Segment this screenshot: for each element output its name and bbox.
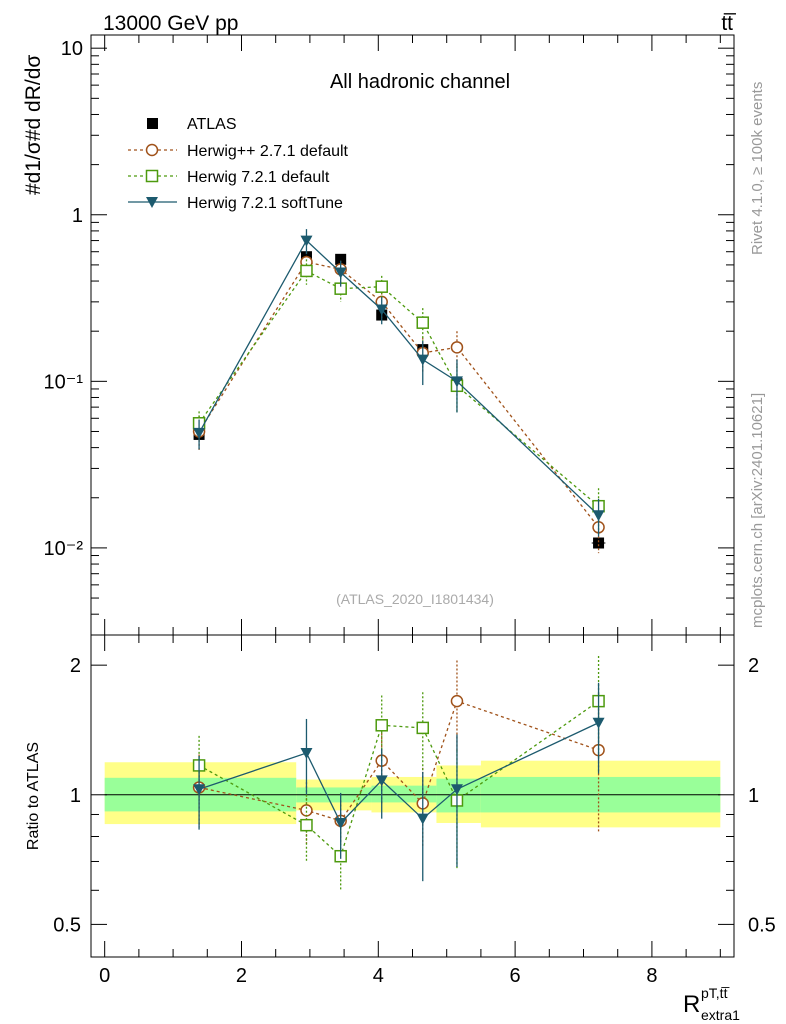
energy-label: 13000 GeV pp — [103, 12, 238, 35]
y-tick-label: 10 — [61, 38, 83, 60]
series-herwig-7-2-1-softtune — [193, 229, 605, 537]
x-tick-label: 4 — [373, 965, 384, 987]
main-x-ticks — [104, 35, 721, 635]
ratio-x-ticks: 0 2 4 6 8 — [99, 635, 721, 987]
main-plot-panel: All hadronic channel (ATLAS_2020_I180143… — [22, 34, 735, 636]
legend-item-herwig7-default: Herwig 7.2.1 default — [128, 169, 330, 186]
x-axis-label-sub: extra1 — [701, 1007, 740, 1023]
series-atlas — [193, 251, 606, 549]
series-herwig-7-2-1-softtune — [193, 682, 605, 882]
data-point — [193, 427, 206, 439]
main-y-ticks: 10⁻² 10⁻¹ 1 10 — [44, 38, 734, 636]
chart-title: All hadronic channel — [330, 71, 510, 93]
ratio-y-tick-label-right: 1 — [748, 785, 759, 807]
square-marker-icon — [145, 169, 159, 183]
process-label: tt̅ — [721, 12, 737, 35]
data-point — [300, 818, 313, 832]
ratio-y-tick-label: 0.5 — [53, 914, 81, 936]
data-point — [416, 316, 430, 329]
y-tick-label: 10⁻¹ — [44, 371, 84, 393]
ratio-y-ticks: 0.5 0.5 1 1 2 2 — [53, 655, 776, 936]
legend-label-atlas: ATLAS — [187, 116, 237, 133]
ratio-y-tick-label-right: 2 — [748, 655, 759, 677]
series-line — [198, 239, 600, 516]
legend-label-herwig7-default: Herwig 7.2.1 default — [187, 169, 330, 186]
data-point — [450, 341, 464, 354]
series-herwig-7-2-1-default — [192, 259, 605, 531]
series-herwig-2-7-1-default — [192, 251, 605, 554]
atlas-marker-icon — [147, 118, 158, 129]
series-line — [198, 270, 599, 507]
main-y-axis-label: #d1/σ#d dR/dσ — [22, 55, 45, 195]
data-point — [375, 775, 388, 787]
x-tick-label: 2 — [236, 965, 247, 987]
data-point — [592, 510, 605, 522]
data-point — [416, 354, 429, 366]
data-point — [450, 376, 463, 388]
x-axis-label-sup: pT,tt̅ — [701, 985, 730, 1001]
circle-marker-icon — [145, 143, 159, 157]
x-tick-label: 0 — [99, 965, 110, 987]
ratio-y-tick-label: 1 — [70, 785, 81, 807]
data-point — [593, 537, 605, 549]
data-point — [450, 694, 464, 708]
data-point — [334, 267, 347, 279]
legend: ATLAS Herwig++ 2.7.1 default Herwig 7.2.… — [128, 116, 349, 212]
legend-label-herwigpp: Herwig++ 2.7.1 default — [187, 143, 349, 160]
data-point — [300, 235, 313, 247]
triangle-marker-icon — [146, 197, 158, 208]
legend-item-herwig7-softtune: Herwig 7.2.1 softTune — [128, 195, 343, 212]
main-series — [192, 229, 606, 554]
data-point — [450, 784, 463, 796]
data-point — [416, 813, 429, 825]
data-point — [334, 817, 347, 829]
data-point — [592, 717, 605, 729]
legend-label-herwig7-softtune: Herwig 7.2.1 softTune — [187, 195, 343, 212]
legend-item-herwigpp: Herwig++ 2.7.1 default — [128, 143, 349, 160]
data-point — [416, 721, 430, 735]
y-tick-label: 10⁻² — [44, 538, 84, 560]
legend-item-atlas: ATLAS — [147, 116, 237, 133]
mcplots-label: mcplots.cern.ch [arXiv:2401.10621] — [749, 393, 766, 628]
data-point — [375, 304, 388, 316]
data-point — [193, 784, 206, 796]
analysis-label: (ATLAS_2020_I1801434) — [336, 591, 494, 607]
data-point — [300, 748, 313, 760]
y-tick-label: 1 — [72, 205, 83, 227]
x-tick-label: 6 — [510, 965, 521, 987]
ratio-y-tick-label-right: 0.5 — [748, 914, 776, 936]
rivet-version-label: Rivet 4.1.0, ≥ 100k events — [749, 82, 766, 255]
ratio-plot-panel: 0.5 0.5 1 1 2 2 0 2 4 6 8 Ratio to ATLAS R pT,tt̅… — [25, 634, 776, 1023]
ratio-y-tick-label: 2 — [70, 655, 81, 677]
data-point — [375, 719, 388, 732]
data-point — [335, 253, 347, 265]
main-y-axis-label-text: #d1/σ#d dR/dσ — [22, 55, 45, 195]
x-tick-label: 8 — [646, 965, 657, 987]
data-point — [375, 280, 388, 293]
data-point — [300, 264, 313, 278]
data-point — [300, 804, 313, 817]
x-axis-label-main: R — [683, 991, 700, 1018]
ratio-series — [192, 656, 605, 891]
ratio-y-axis-label: Ratio to ATLAS — [25, 742, 42, 850]
x-axis-label: R pT,tt̅ extra1 — [683, 985, 740, 1023]
